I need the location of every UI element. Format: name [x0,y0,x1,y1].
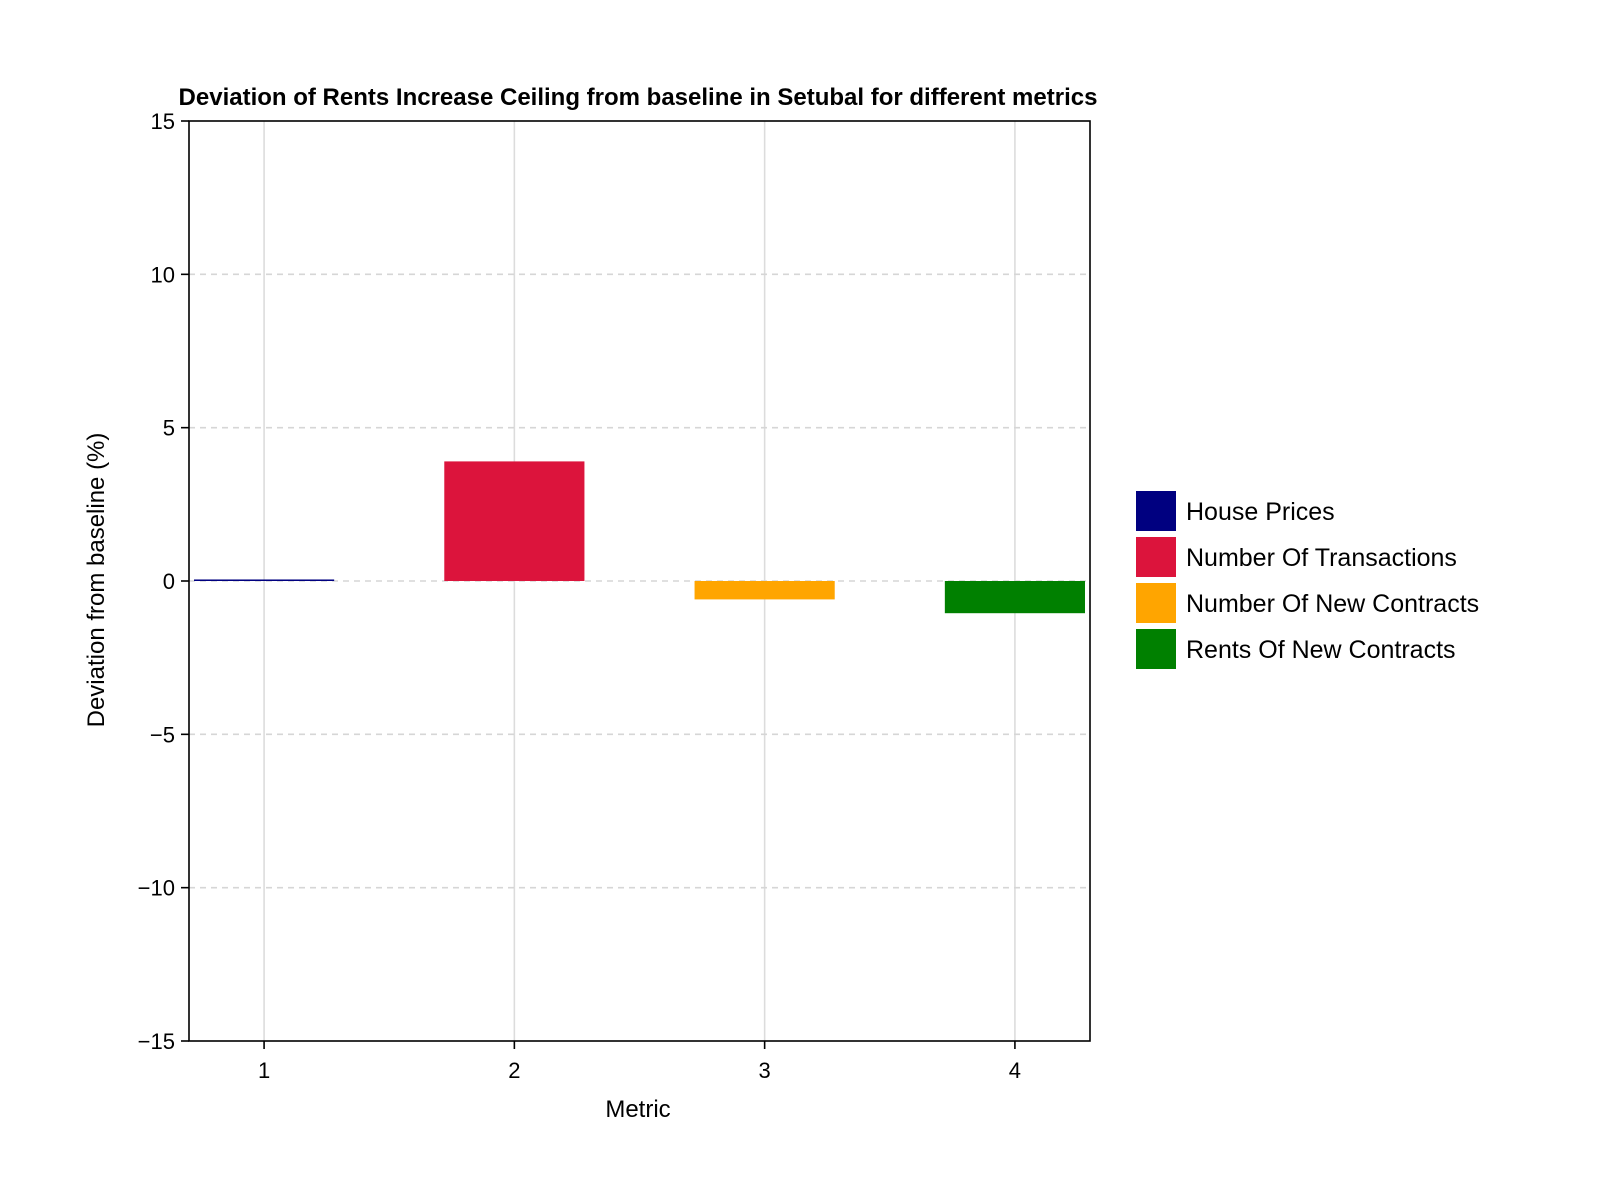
x-tick-label: 2 [508,1058,520,1083]
y-tick-label: 15 [151,109,175,134]
y-tick-label: −5 [150,722,175,747]
legend-label-rents-of-new-contracts: Rents Of New Contracts [1186,636,1456,664]
legend-swatch-number-of-new-contracts [1136,583,1176,623]
y-axis-label: Deviation from baseline (%) [83,433,110,728]
legend-label-house-prices: House Prices [1186,498,1335,526]
legend-swatch-house-prices [1136,491,1176,531]
y-tick-label: −10 [138,876,175,901]
legend-swatch-number-of-transactions [1136,537,1176,577]
y-tick-label: −15 [138,1029,175,1054]
x-tick-label: 3 [759,1058,771,1083]
chart-title: Deviation of Rents Increase Ceiling from… [179,84,1098,111]
bar-house-prices [194,579,335,581]
legend-swatch-rents-of-new-contracts [1136,629,1176,669]
legend-label-number-of-new-contracts: Number Of New Contracts [1186,590,1479,618]
y-tick-label: 5 [163,416,175,441]
bars [194,461,1085,614]
x-axis-ticks: 1 2 3 4 [258,1041,1021,1083]
y-tick-label: 10 [151,262,175,287]
y-tick-label: 0 [163,569,175,594]
legend: House Prices Number Of Transactions Number… [1136,491,1479,669]
bar-number-of-new-contracts [694,581,835,600]
bar-rents-of-new-contracts [944,581,1085,614]
x-tick-label: 4 [1009,1058,1021,1083]
x-axis-label: Metric [605,1096,670,1123]
x-tick-label: 1 [258,1058,270,1083]
y-axis-ticks: −15 −10 −5 0 5 10 15 [138,109,189,1054]
legend-label-number-of-transactions: Number Of Transactions [1186,544,1457,572]
bar-number-of-transactions [444,461,585,581]
